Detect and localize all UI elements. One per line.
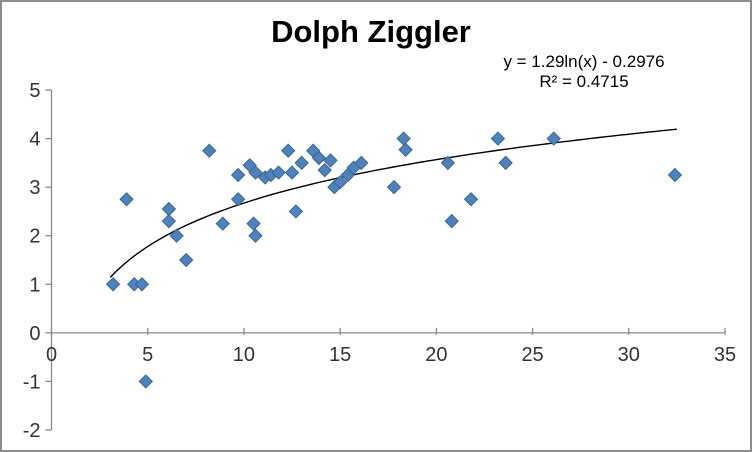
scatter-point bbox=[294, 155, 309, 171]
scatter-point bbox=[134, 277, 150, 292]
scatter-point bbox=[138, 374, 153, 389]
scatter-point bbox=[105, 277, 121, 292]
scatter-point bbox=[498, 155, 513, 171]
x-tick-label: 35 bbox=[714, 344, 736, 366]
scatter-point bbox=[440, 155, 456, 171]
scatter-point bbox=[546, 131, 561, 146]
y-tick-label: -2 bbox=[23, 420, 41, 442]
scatter-point bbox=[161, 201, 177, 217]
x-tick-label: 5 bbox=[142, 344, 153, 366]
chart-title: Dolph Ziggler bbox=[271, 14, 471, 49]
scatter-point bbox=[280, 143, 296, 158]
trendline-curve bbox=[109, 128, 677, 278]
scatter-point bbox=[332, 175, 348, 190]
scatter-point bbox=[230, 167, 246, 183]
x-tick-label: 25 bbox=[521, 344, 543, 366]
trendline-equation: y = 1.29ln(x) - 0.2976 bbox=[503, 52, 665, 71]
scatter-point bbox=[463, 192, 479, 207]
scatter-point bbox=[288, 204, 304, 219]
scatter-point bbox=[317, 162, 332, 178]
scatter-point bbox=[311, 150, 327, 166]
scatter-point bbox=[169, 228, 184, 243]
scatter-point bbox=[386, 179, 402, 195]
scatter-point bbox=[323, 153, 338, 168]
y-tick-label: -1 bbox=[23, 371, 41, 393]
scatter-point bbox=[248, 228, 263, 243]
x-tick-label: 0 bbox=[46, 344, 57, 366]
x-tick-label: 15 bbox=[329, 344, 351, 366]
scatter-point bbox=[215, 216, 230, 231]
scatter-point bbox=[396, 131, 411, 146]
y-tick-label: 5 bbox=[29, 80, 40, 102]
y-tick-label: 4 bbox=[29, 129, 40, 151]
scatter-point bbox=[202, 143, 217, 158]
scatter-point bbox=[490, 131, 506, 146]
scatter-point bbox=[354, 155, 369, 171]
trendline-r-squared: R² = 0.4715 bbox=[539, 72, 629, 91]
y-tick-label: 2 bbox=[29, 226, 40, 248]
x-tick-label: 30 bbox=[618, 344, 640, 366]
scatter-point bbox=[230, 192, 246, 207]
y-tick-label: 1 bbox=[29, 274, 40, 296]
y-tick-label: 0 bbox=[29, 323, 40, 345]
scatter-point bbox=[119, 192, 134, 207]
scatter-point bbox=[246, 216, 261, 231]
x-tick-label: 20 bbox=[425, 344, 447, 366]
scatter-point bbox=[284, 165, 300, 180]
scatter-point bbox=[271, 165, 286, 180]
scatter-point bbox=[161, 213, 177, 229]
trendline-label: y = 1.29ln(x) - 0.2976 R² = 0.4715 bbox=[464, 52, 704, 92]
x-tick-label: 10 bbox=[233, 344, 255, 366]
scatter-point bbox=[178, 252, 194, 268]
scatter-point bbox=[248, 165, 263, 180]
y-tick-label: 3 bbox=[29, 177, 40, 199]
scatter-point bbox=[444, 213, 459, 229]
scatter-point bbox=[667, 167, 683, 183]
scatter-point bbox=[398, 142, 413, 157]
